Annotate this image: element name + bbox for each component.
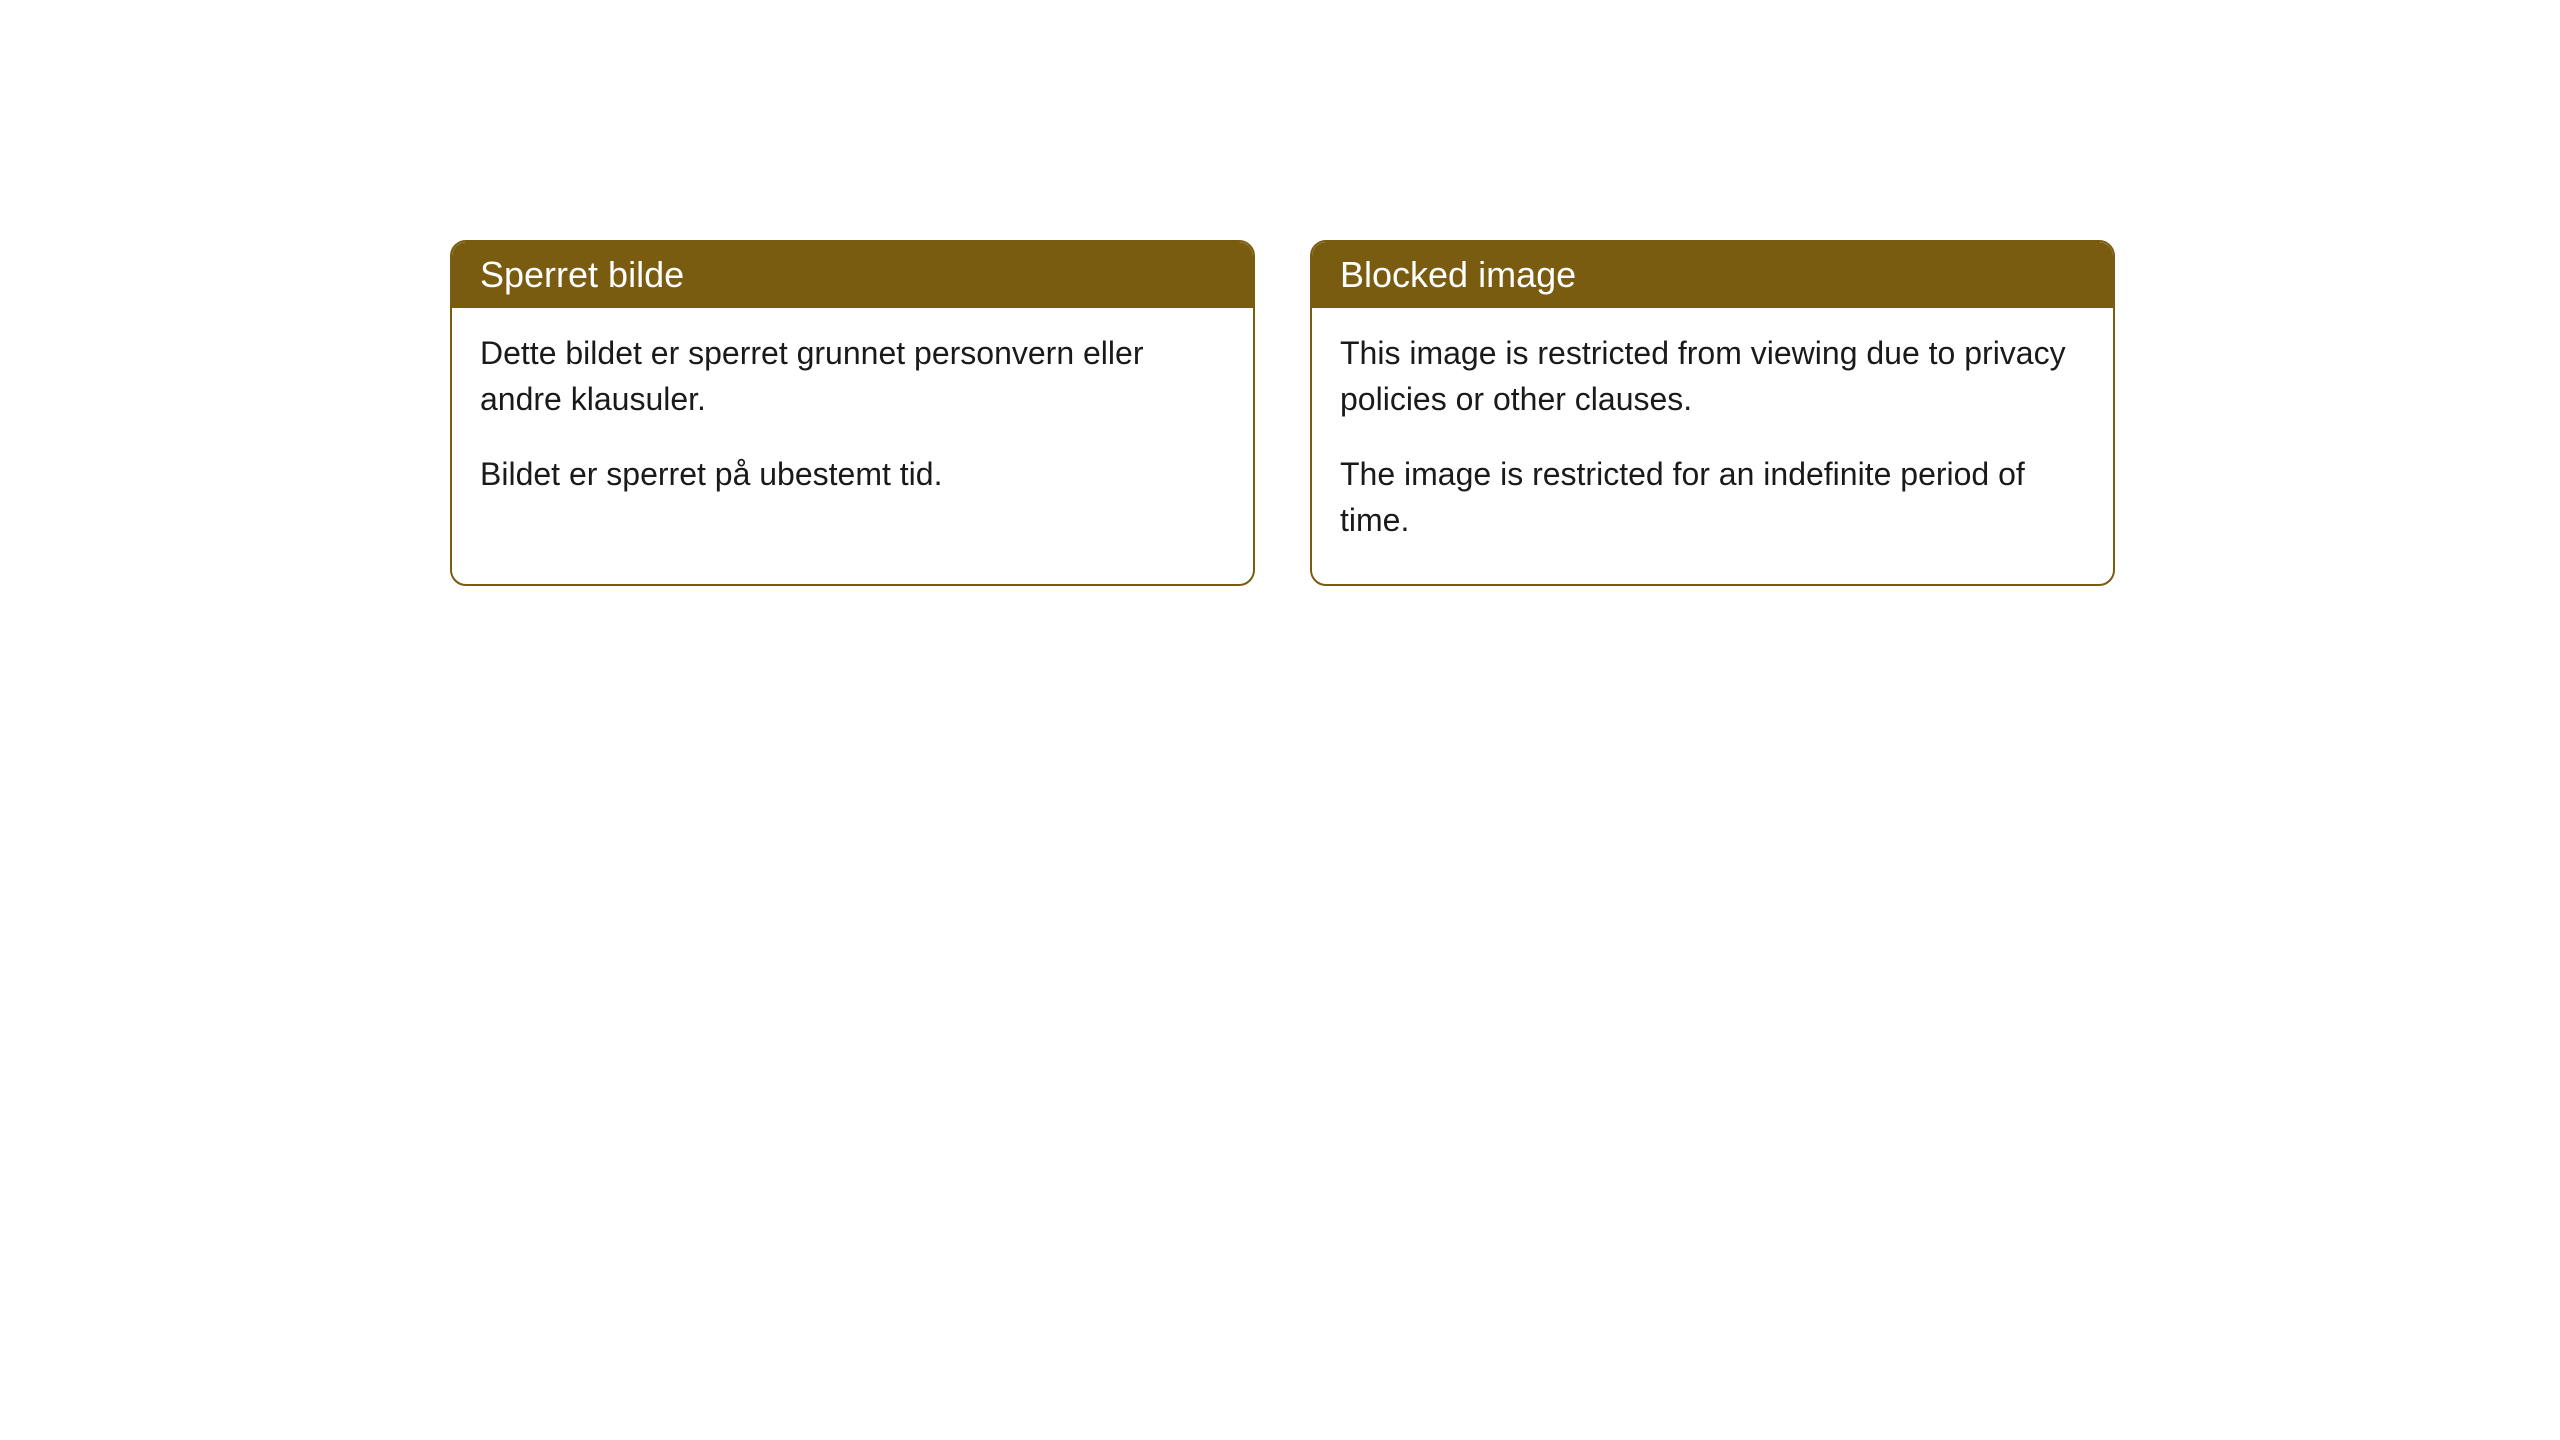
cards-container: Sperret bilde Dette bildet er sperret gr… <box>450 240 2115 586</box>
card-body-no: Dette bildet er sperret grunnet personve… <box>452 308 1253 537</box>
card-text-en-1: This image is restricted from viewing du… <box>1340 330 2085 423</box>
blocked-image-card-no: Sperret bilde Dette bildet er sperret gr… <box>450 240 1255 586</box>
card-text-no-2: Bildet er sperret på ubestemt tid. <box>480 451 1225 497</box>
card-text-no-1: Dette bildet er sperret grunnet personve… <box>480 330 1225 423</box>
blocked-image-card-en: Blocked image This image is restricted f… <box>1310 240 2115 586</box>
card-text-en-2: The image is restricted for an indefinit… <box>1340 451 2085 544</box>
card-body-en: This image is restricted from viewing du… <box>1312 308 2113 584</box>
card-header-en: Blocked image <box>1312 242 2113 308</box>
card-header-no: Sperret bilde <box>452 242 1253 308</box>
